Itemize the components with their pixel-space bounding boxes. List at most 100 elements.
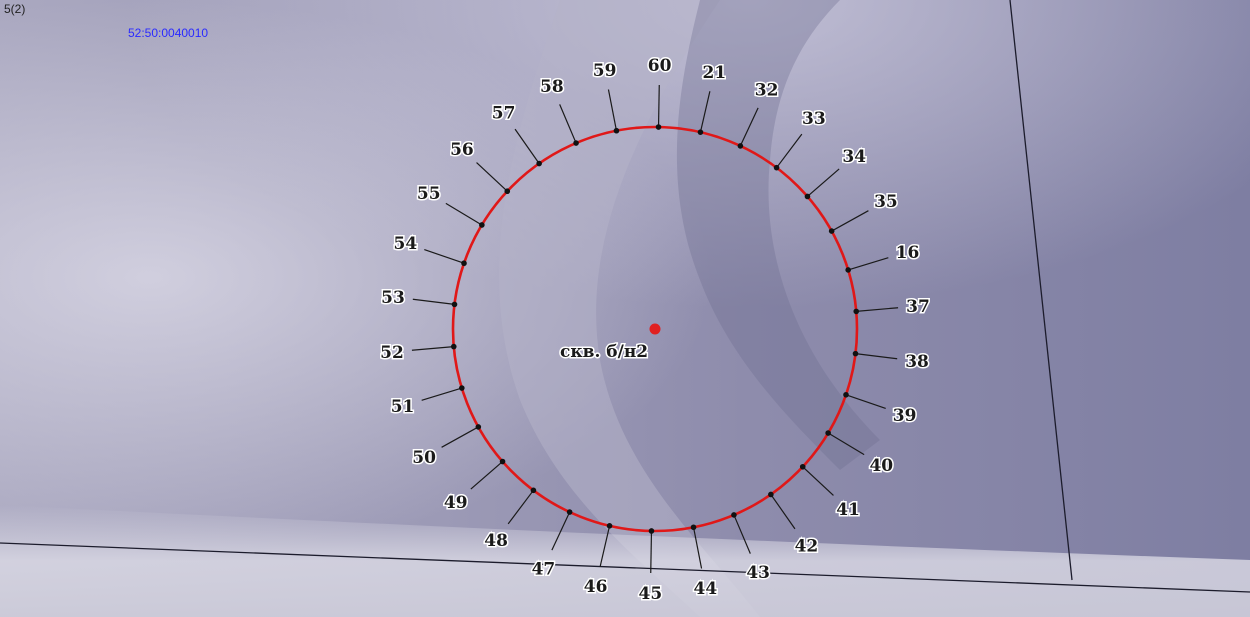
leader-line-32 (739, 107, 759, 147)
point-label-53: 53 (381, 288, 405, 308)
point-label-40: 40 (869, 456, 893, 476)
well-label: скв. б/н2 (560, 342, 648, 362)
point-label-32: 32 (755, 81, 779, 101)
survey-points-layer: 21 32 33 34 35 16 37 38 39 40 41 42 43 44 45 46 47 48 49 50… (379, 55, 932, 606)
point-label-44: 44 (694, 579, 718, 599)
leader-line-50 (441, 426, 479, 448)
corner-label: 5(2) (4, 2, 25, 16)
point-label-37: 37 (906, 297, 930, 317)
boundary-point-46[interactable] (606, 523, 613, 529)
leader-line-48 (507, 489, 534, 525)
boundary-point-52[interactable] (450, 343, 457, 350)
leader-line-16 (847, 257, 889, 271)
leader-line-21 (699, 91, 711, 133)
leader-line-44 (692, 527, 703, 569)
boundary-point-58[interactable] (573, 140, 579, 146)
point-label-46: 46 (584, 577, 608, 597)
leader-line-45 (650, 530, 653, 573)
point-label-42: 42 (795, 536, 819, 556)
well-marker[interactable] (649, 323, 661, 335)
point-label-41: 41 (836, 500, 860, 520)
boundary-point-44[interactable] (690, 524, 697, 531)
point-label-43: 43 (746, 563, 770, 583)
leader-line-60 (657, 85, 660, 128)
boundary-point-51[interactable] (459, 385, 465, 391)
boundary-point-45[interactable] (648, 528, 655, 534)
boundary-point-53[interactable] (451, 301, 458, 308)
boundary-point-50[interactable] (475, 424, 482, 430)
point-label-50: 50 (412, 448, 436, 468)
point-label-33: 33 (802, 109, 826, 129)
point-label-35: 35 (874, 192, 898, 212)
boundary-point-56[interactable] (504, 188, 511, 195)
boundary-line-south (0, 542, 1250, 593)
point-label-54: 54 (394, 234, 418, 254)
leader-line-37 (856, 307, 899, 312)
leader-line-42 (770, 494, 796, 530)
boundary-point-57[interactable] (536, 160, 542, 167)
survey-circle (451, 125, 859, 533)
point-label-57: 57 (492, 104, 516, 124)
boundary-point-39[interactable] (843, 391, 849, 398)
imagery-ridge (499, 0, 760, 617)
leader-line-52 (411, 346, 454, 351)
boundary-point-60[interactable] (655, 124, 662, 130)
boundary-point-32[interactable] (737, 143, 744, 149)
point-label-39: 39 (893, 406, 917, 426)
leader-line-40 (827, 432, 865, 456)
leader-line-41 (802, 466, 834, 496)
leader-line-53 (412, 298, 455, 305)
boundary-point-47[interactable] (566, 509, 573, 515)
imagery-shadow (676, 0, 880, 470)
boundary-line-east (1009, 0, 1073, 581)
leader-line-46 (599, 525, 611, 567)
boundary-point-34[interactable] (804, 193, 811, 200)
point-label-34: 34 (842, 147, 866, 167)
leader-line-58 (559, 104, 577, 144)
leader-line-59 (607, 89, 618, 131)
leader-line-55 (445, 202, 483, 226)
boundary-point-16[interactable] (845, 267, 851, 273)
point-label-48: 48 (484, 531, 508, 551)
boundary-point-55[interactable] (479, 222, 485, 228)
point-label-60: 60 (648, 56, 672, 76)
boundary-point-48[interactable] (530, 487, 537, 494)
point-label-45: 45 (639, 584, 663, 604)
point-label-38: 38 (905, 352, 929, 372)
imagery-road-strip (0, 505, 1250, 617)
point-label-56: 56 (450, 140, 474, 160)
point-label-47: 47 (532, 559, 556, 579)
boundary-point-42[interactable] (768, 491, 774, 498)
leader-line-47 (551, 511, 571, 551)
boundary-point-59[interactable] (613, 127, 620, 134)
leader-line-35 (831, 210, 869, 232)
leader-line-38 (855, 353, 898, 360)
boundary-point-41[interactable] (799, 463, 806, 470)
leader-line-54 (424, 248, 465, 264)
boundary-point-35[interactable] (828, 228, 835, 234)
boundary-point-37[interactable] (853, 308, 860, 315)
boundary-point-38[interactable] (852, 350, 859, 357)
point-label-49: 49 (444, 493, 468, 513)
leader-line-51 (421, 387, 463, 401)
leader-line-56 (476, 162, 508, 192)
point-label-16: 16 (896, 243, 920, 263)
boundary-point-43[interactable] (731, 512, 737, 518)
leader-line-49 (470, 461, 503, 490)
leader-line-43 (733, 514, 751, 554)
boundary-point-21[interactable] (697, 129, 704, 135)
point-label-59: 59 (593, 61, 617, 81)
boundary-point-54[interactable] (461, 260, 467, 267)
boundary-point-49[interactable] (499, 458, 506, 465)
point-label-52: 52 (380, 343, 404, 363)
parcel-number[interactable]: 52:50:0040010 (128, 26, 208, 40)
point-label-21: 21 (703, 63, 727, 83)
boundary-point-33[interactable] (773, 164, 780, 171)
point-label-51: 51 (391, 397, 415, 417)
leader-line-39 (845, 394, 886, 410)
leader-line-34 (807, 168, 840, 197)
boundary-point-40[interactable] (825, 430, 831, 436)
leader-line-57 (514, 128, 540, 164)
